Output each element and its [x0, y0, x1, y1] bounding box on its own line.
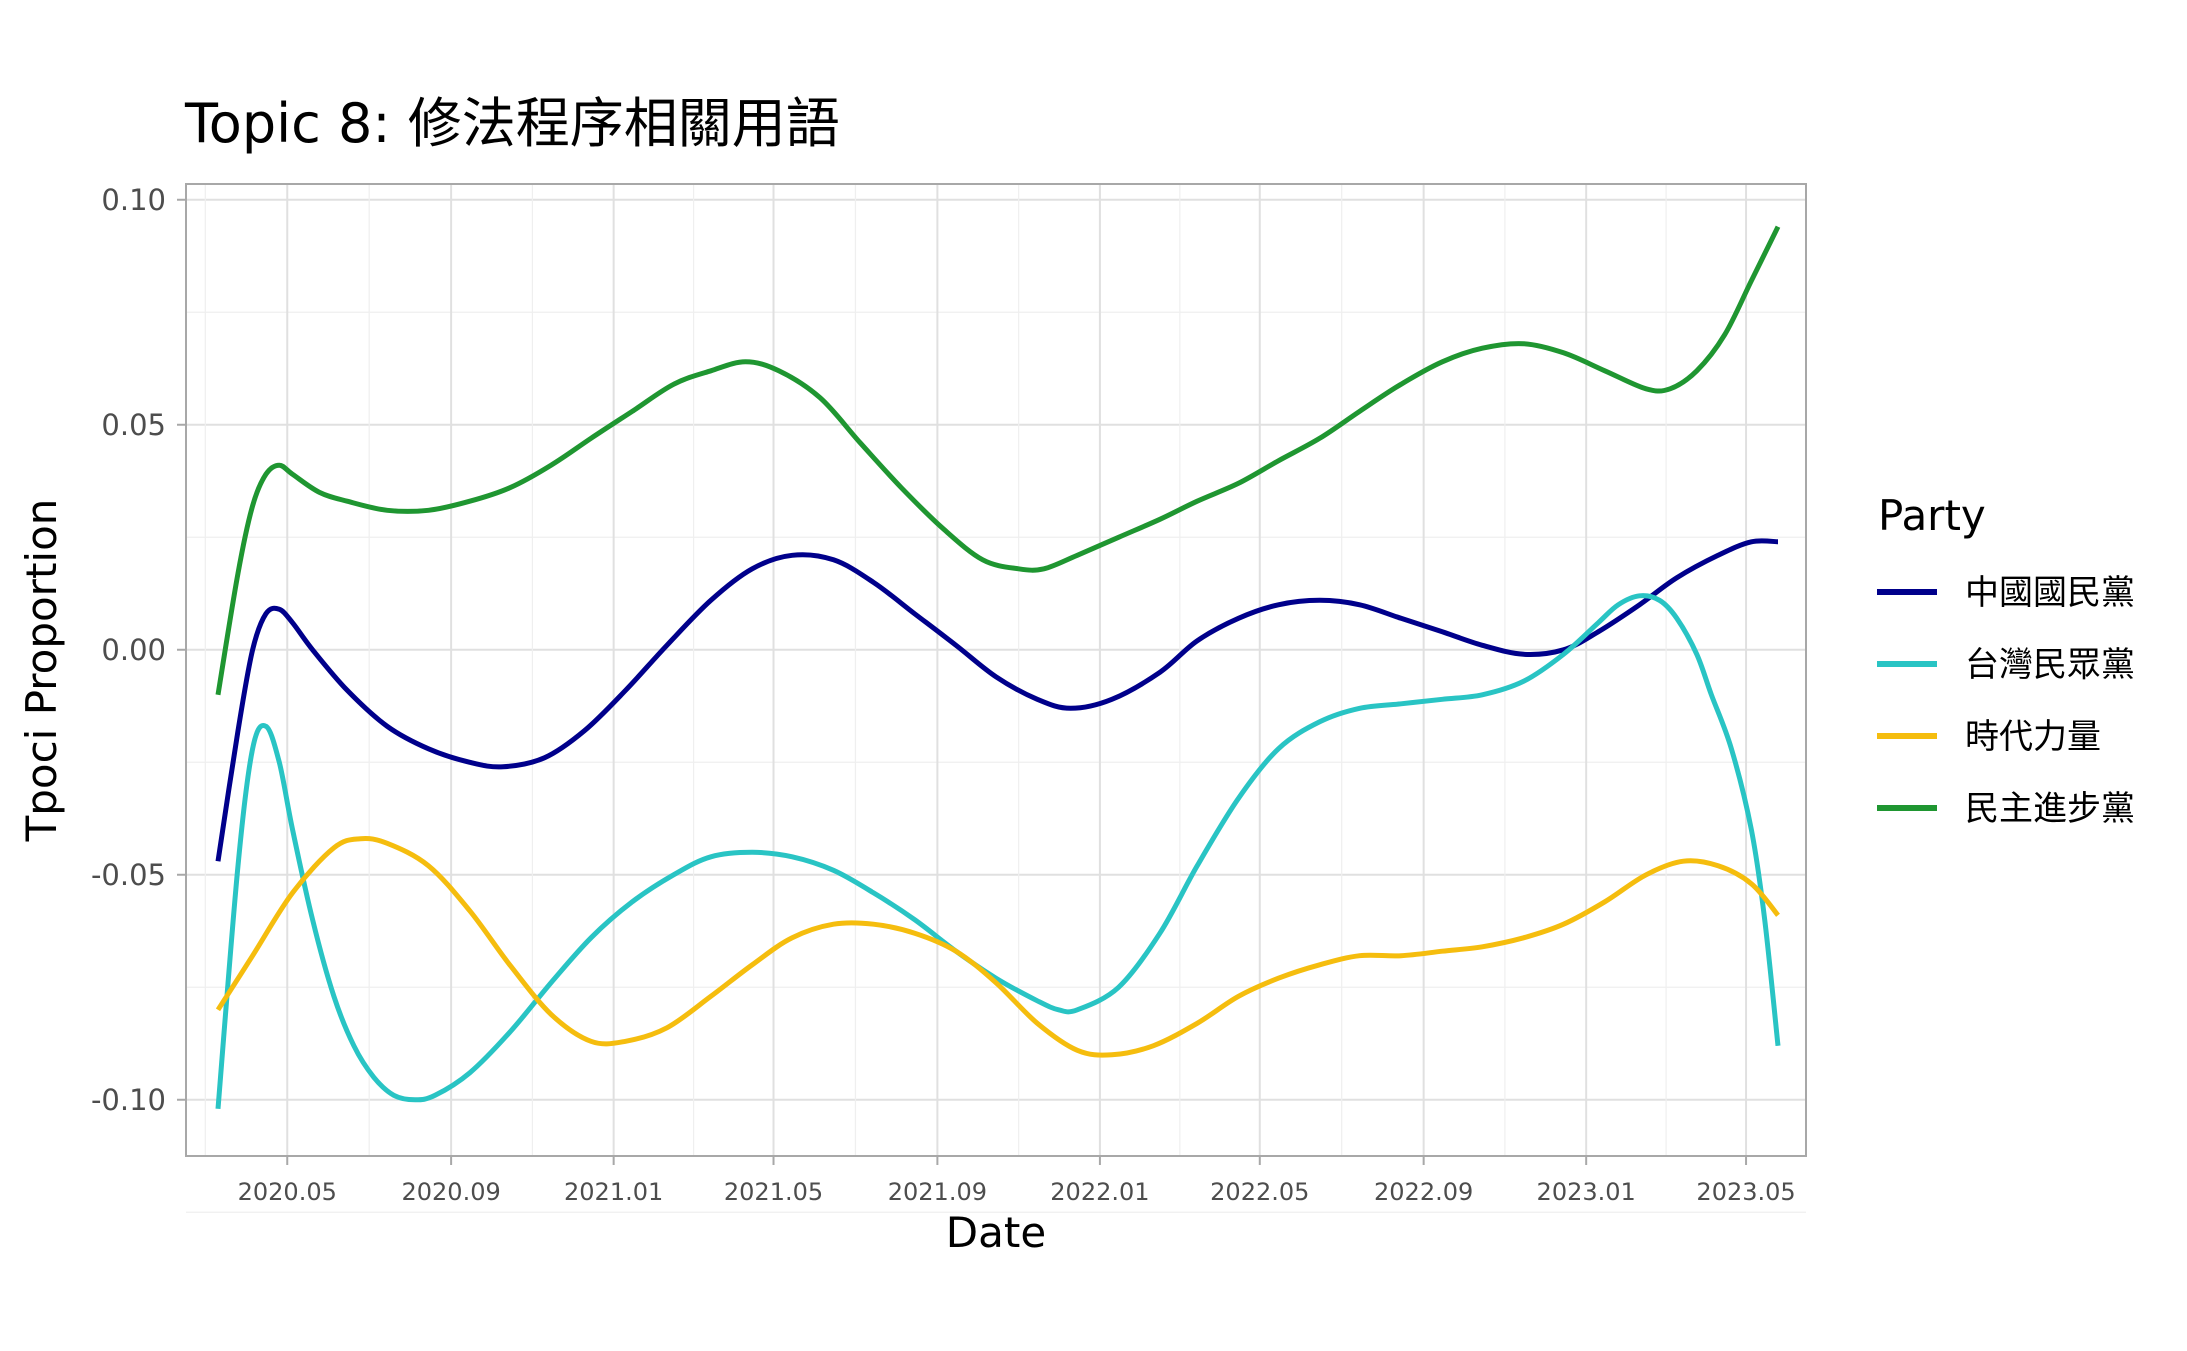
legend-label-4: 民主進步黨	[1965, 789, 2135, 829]
x-tick-label: 2022.05	[1210, 1178, 1309, 1206]
y-tick-label: 0.05	[101, 408, 166, 442]
x-tick-label: 2023.05	[1696, 1178, 1795, 1206]
y-axis: -0.10 -0.05 0.00 0.05 0.10	[91, 183, 186, 1117]
x-tick-label: 2022.01	[1050, 1178, 1149, 1206]
y-tick-label: -0.10	[91, 1083, 166, 1117]
x-axis: 2020.05 2020.09 2021.01 2021.05 2021.09 2022.…	[238, 1156, 1796, 1206]
y-tick-label: -0.05	[91, 858, 166, 892]
series-line-4	[215, 225, 1781, 696]
y-axis-title: Tpoci Proportion	[17, 499, 66, 843]
x-tick-label: 2020.05	[238, 1178, 337, 1206]
series-lines	[215, 225, 1781, 1110]
legend-label-3: 時代力量	[1965, 717, 2101, 757]
x-tick-label: 2021.05	[724, 1178, 823, 1206]
legend-title: Party	[1878, 491, 1986, 540]
grid	[186, 184, 1806, 1213]
chart-title: Topic 8: 修法程序相關用語	[184, 92, 840, 155]
x-tick-label: 2021.01	[564, 1178, 663, 1206]
legend-label-1: 中國國民黨	[1965, 573, 2135, 613]
series-line-3	[215, 835, 1780, 1058]
series-line-1	[215, 538, 1779, 862]
x-tick-label: 2022.09	[1374, 1178, 1473, 1206]
x-tick-label: 2023.01	[1537, 1178, 1636, 1206]
y-tick-label: 0.00	[101, 633, 166, 667]
plot-panel	[185, 183, 1807, 1157]
x-tick-label: 2021.09	[888, 1178, 987, 1206]
legend-label-2: 台灣民眾黨	[1965, 645, 2135, 685]
y-tick-label: 0.10	[101, 183, 166, 217]
x-axis-title: Date	[946, 1208, 1046, 1257]
x-tick-label: 2020.09	[401, 1178, 500, 1206]
